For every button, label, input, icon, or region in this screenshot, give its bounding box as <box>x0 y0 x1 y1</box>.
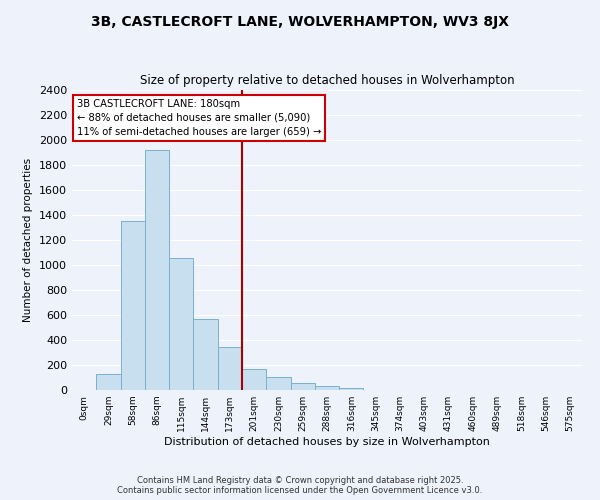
Bar <box>218 347 242 390</box>
Bar <box>290 382 315 390</box>
Text: 3B CASTLECROFT LANE: 180sqm
← 88% of detached houses are smaller (5,090)
11% of : 3B CASTLECROFT LANE: 180sqm ← 88% of det… <box>77 99 322 137</box>
Bar <box>266 377 290 390</box>
Text: Contains HM Land Registry data © Crown copyright and database right 2025.
Contai: Contains HM Land Registry data © Crown c… <box>118 476 482 495</box>
Bar <box>145 150 169 390</box>
Title: Size of property relative to detached houses in Wolverhampton: Size of property relative to detached ho… <box>140 74 514 88</box>
Bar <box>96 374 121 390</box>
Bar <box>193 319 218 390</box>
X-axis label: Distribution of detached houses by size in Wolverhampton: Distribution of detached houses by size … <box>164 437 490 447</box>
Bar <box>121 221 145 390</box>
Text: 3B, CASTLECROFT LANE, WOLVERHAMPTON, WV3 8JX: 3B, CASTLECROFT LANE, WOLVERHAMPTON, WV3… <box>91 15 509 29</box>
Bar <box>339 388 364 390</box>
Bar <box>242 370 266 390</box>
Bar <box>315 386 339 390</box>
Y-axis label: Number of detached properties: Number of detached properties <box>23 158 34 322</box>
Bar <box>169 258 193 390</box>
